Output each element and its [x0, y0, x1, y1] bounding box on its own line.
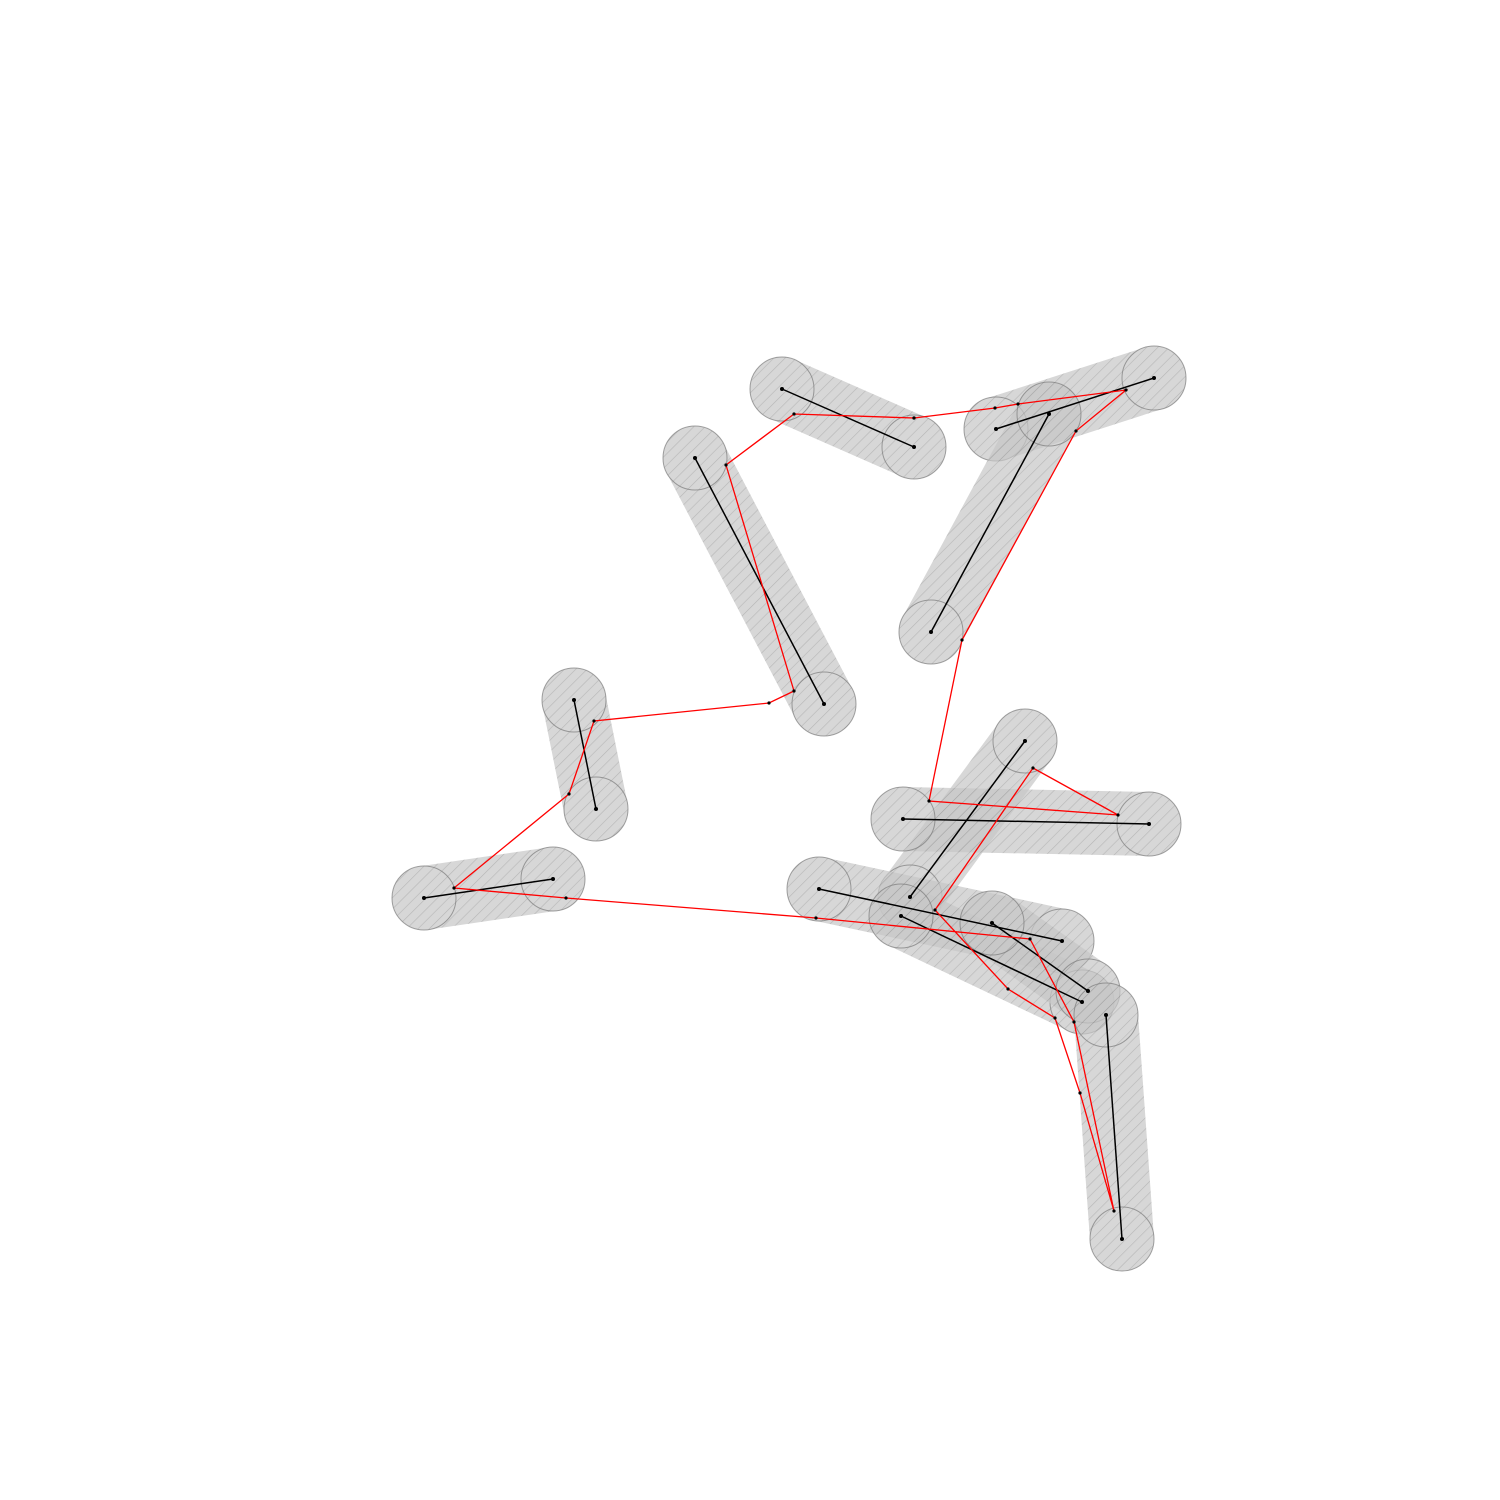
segment-endpoint [912, 445, 916, 449]
segment-endpoint [899, 914, 903, 918]
capsule-end-circle [868, 883, 934, 949]
segment-6 [930, 413, 1050, 633]
route-point [792, 689, 796, 693]
capsule-end-circle [563, 776, 629, 842]
segment-endpoint [1060, 939, 1064, 943]
route-point [1053, 1016, 1057, 1020]
segment-endpoint [693, 456, 697, 460]
capsule-end-circle [959, 890, 1025, 956]
route-point [1112, 1209, 1116, 1213]
segment-2 [694, 457, 825, 705]
segment-5 [995, 377, 1155, 430]
capsule-end-circle [1016, 381, 1082, 447]
route-point [912, 416, 916, 420]
route-layer [452, 389, 1129, 1212]
capsule-end-circle [992, 708, 1058, 774]
segment-endpoint [1086, 989, 1090, 993]
segment-endpoint [1104, 1013, 1108, 1017]
segment-endpoint [1023, 739, 1027, 743]
route-point [1031, 766, 1035, 770]
segment-layer [423, 377, 1155, 1240]
route-point [1016, 402, 1020, 406]
segment-8 [902, 818, 1150, 825]
capsule-end-circle [881, 414, 947, 480]
segment-3 [573, 699, 597, 810]
segment-endpoint [422, 896, 426, 900]
segment-endpoint [1147, 822, 1151, 826]
route-point [1116, 813, 1120, 817]
route-point [592, 719, 596, 723]
segment-endpoint [1047, 412, 1051, 416]
route-point [564, 896, 568, 900]
route-point [1124, 388, 1128, 392]
capsule-end-circle [898, 599, 964, 665]
route-point [724, 463, 728, 467]
segment-12 [1105, 1014, 1123, 1240]
segment-endpoint [780, 387, 784, 391]
route-point [1028, 937, 1032, 941]
route-point [1078, 1091, 1082, 1095]
segment-endpoint [1120, 1237, 1124, 1241]
segment-endpoint [994, 427, 998, 431]
route-point [452, 886, 456, 890]
capsule-end-circle [541, 667, 607, 733]
segment-endpoint [572, 698, 576, 702]
segment-endpoint [901, 817, 905, 821]
route-point [1006, 987, 1010, 991]
capsule-end-circle [791, 671, 857, 737]
capsule-end-circle [662, 425, 728, 491]
segment-10 [900, 915, 1083, 1003]
route-point [993, 406, 997, 410]
segment-endpoint [908, 895, 912, 899]
segment-endpoint [817, 887, 821, 891]
capsule-end-circle [786, 856, 852, 922]
segment-7 [909, 740, 1026, 898]
route-point [1074, 429, 1078, 433]
point-layer [422, 376, 1156, 1241]
segment-4 [423, 878, 554, 899]
segment-endpoint [1080, 1000, 1084, 1004]
segment-endpoint [822, 702, 826, 706]
route-point [927, 799, 931, 803]
route-point [567, 792, 571, 796]
route-point [814, 916, 818, 920]
route-point [960, 638, 964, 642]
capsule-end-circle [1089, 1206, 1155, 1272]
route-point [792, 412, 796, 416]
segment-endpoint [990, 921, 994, 925]
route-path [452, 389, 1129, 1212]
segment-1 [781, 388, 915, 448]
capsule-end-circle [1073, 982, 1139, 1048]
capsule-end-circle [520, 846, 586, 912]
capsule-end-circle [749, 356, 815, 422]
segment-endpoint [594, 807, 598, 811]
segment-endpoint [1152, 376, 1156, 380]
segment-endpoint [929, 630, 933, 634]
capsule-end-circle [391, 865, 457, 931]
route-point [933, 908, 937, 912]
route-point [767, 701, 771, 705]
capsule-end-circle [1121, 345, 1187, 411]
segment-endpoint [551, 877, 555, 881]
route-point [1072, 1020, 1076, 1024]
